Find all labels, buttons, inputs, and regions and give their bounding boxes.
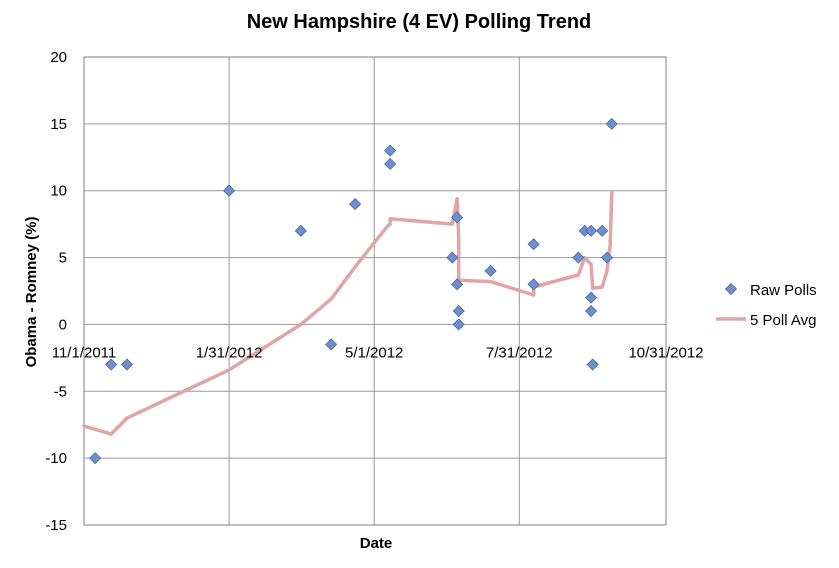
plot-area <box>83 56 667 526</box>
grid-layer <box>83 56 667 526</box>
x-tick-label: 11/1/2011 <box>52 344 117 361</box>
raw-poll-point <box>105 358 118 371</box>
raw-poll-point <box>452 304 465 318</box>
raw-poll-point <box>384 157 397 171</box>
x-tick-label: 7/31/2012 <box>486 344 553 361</box>
legend-label-avg: 5 Poll Avg <box>750 312 816 329</box>
raw-poll-point <box>384 144 397 157</box>
raw-poll-point <box>596 224 609 237</box>
y-tick-labels: -15 -10 -5 0 5 10 15 20 <box>45 49 67 534</box>
raw-poll-point <box>586 358 599 371</box>
avg-line <box>82 190 614 436</box>
raw-poll-point <box>349 198 362 211</box>
x-tick-labels: 11/1/2011 1/31/2012 5/1/2012 7/31/2012 10/31… <box>52 344 704 361</box>
raw-poll-point <box>294 224 307 237</box>
x-axis-title: Date <box>360 535 393 552</box>
x-tick-label: 5/1/2012 <box>345 344 403 361</box>
y-tick-label: -10 <box>45 450 67 467</box>
raw-poll-point <box>325 338 338 351</box>
raw-poll-point <box>446 251 459 264</box>
y-tick-label: -5 <box>54 383 67 400</box>
y-tick-label: 10 <box>50 183 67 200</box>
avg-layer <box>82 190 614 436</box>
chart-title: New Hampshire (4 EV) Polling Trend <box>247 11 592 33</box>
raw-poll-point <box>584 291 598 304</box>
y-tick-label: 15 <box>50 116 67 133</box>
y-axis-title: Obama - Romney (%) <box>23 217 40 368</box>
raw-poll-point <box>120 358 134 371</box>
y-tick-label: 20 <box>50 49 67 66</box>
raw-poll-point <box>451 278 464 291</box>
legend-marker-raw-polls <box>724 282 738 296</box>
y-tick-label: -15 <box>45 517 67 534</box>
x-tick-label: 10/31/2012 <box>628 344 703 361</box>
raw-poll-point <box>584 224 598 237</box>
raw-poll-point <box>584 304 598 318</box>
points-layer <box>89 117 618 465</box>
raw-poll-point <box>527 278 540 291</box>
y-tick-label: 5 <box>59 250 67 267</box>
raw-poll-point <box>484 264 497 278</box>
raw-poll-point <box>600 251 614 264</box>
raw-poll-point <box>572 251 585 264</box>
raw-poll-point <box>89 452 102 465</box>
raw-poll-point <box>527 238 540 251</box>
raw-poll-point <box>451 211 464 224</box>
legend-label-raw-polls: Raw Polls <box>750 282 817 299</box>
y-tick-label: 0 <box>59 316 67 333</box>
raw-poll-point <box>452 318 465 331</box>
raw-poll-point <box>223 184 236 197</box>
legend: Raw Polls 5 Poll Avg <box>716 282 817 329</box>
x-tick-label: 1/31/2012 <box>196 344 263 361</box>
raw-poll-point <box>605 117 618 130</box>
